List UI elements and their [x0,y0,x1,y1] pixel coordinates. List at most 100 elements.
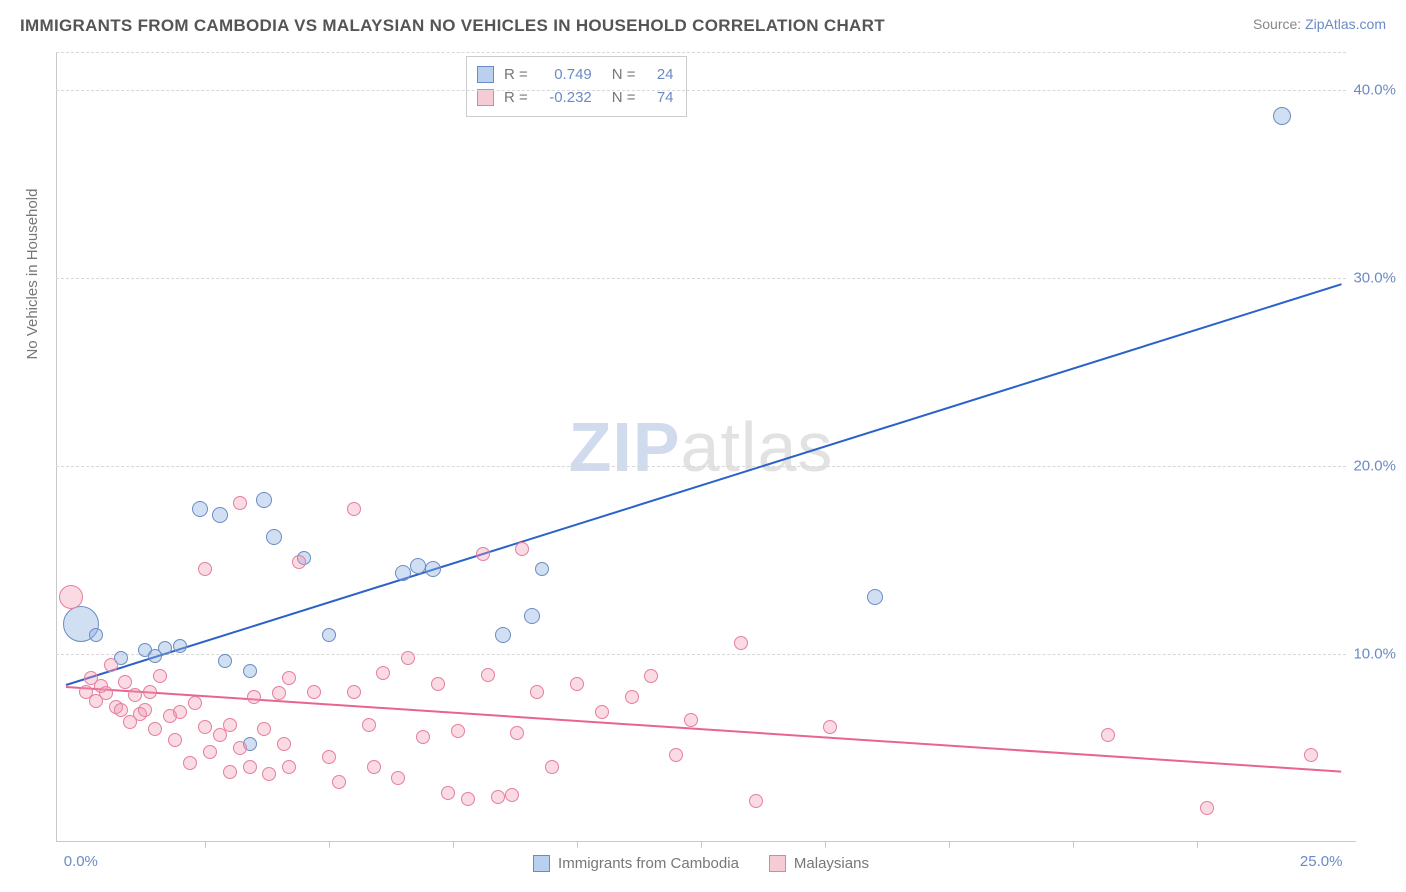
data-point-malaysians [203,745,217,759]
watermark-zip: ZIP [569,408,681,486]
data-point-malaysians [118,675,132,689]
data-point-malaysians [104,658,118,672]
data-point-malaysians [1304,748,1318,762]
data-point-malaysians [143,685,157,699]
page-title: IMMIGRANTS FROM CAMBODIA VS MALAYSIAN NO… [20,16,885,36]
legend-swatch [477,66,494,83]
data-point-malaysians [476,547,490,561]
x-tick-mark [205,842,206,848]
data-point-malaysians [233,496,247,510]
y-axis-line [56,52,57,842]
data-point-malaysians [282,760,296,774]
data-point-malaysians [481,668,495,682]
data-point-malaysians [188,696,202,710]
data-point-cambodia [535,562,549,576]
x-tick-mark [701,842,702,848]
source-prefix: Source: [1253,16,1305,32]
data-point-malaysians [401,651,415,665]
data-point-malaysians [461,792,475,806]
data-point-cambodia [524,608,540,624]
data-point-cambodia [173,639,187,653]
data-point-malaysians [247,690,261,704]
gridline-h [56,278,1346,279]
data-point-malaysians [669,748,683,762]
data-point-cambodia [266,529,282,545]
n-value: 24 [646,63,674,86]
legend-swatch [769,855,786,872]
data-point-malaysians [1101,728,1115,742]
legend-swatch [533,855,550,872]
data-point-cambodia [218,654,232,668]
y-tick-label: 40.0% [1350,81,1396,98]
x-tick-label: 25.0% [1300,853,1343,870]
data-point-malaysians [282,671,296,685]
data-point-cambodia [395,565,411,581]
data-point-malaysians [138,703,152,717]
data-point-cambodia [192,501,208,517]
legend-item: Immigrants from Cambodia [533,855,739,872]
data-point-malaysians [307,685,321,699]
watermark-atlas: atlas [681,408,834,486]
data-point-cambodia [495,627,511,643]
data-point-malaysians [684,713,698,727]
data-point-malaysians [347,685,361,699]
n-label: N = [612,63,636,86]
legend-stats-box: R =0.749N =24R =-0.232N =74 [466,56,687,117]
x-tick-mark [453,842,454,848]
source-link[interactable]: ZipAtlas.com [1305,16,1386,32]
data-point-malaysians [277,737,291,751]
data-point-malaysians [128,688,142,702]
data-point-malaysians [515,542,529,556]
data-point-malaysians [198,720,212,734]
data-point-malaysians [332,775,346,789]
data-point-malaysians [510,726,524,740]
data-point-cambodia [212,507,228,523]
data-point-malaysians [451,724,465,738]
data-point-malaysians [198,562,212,576]
r-label: R = [504,63,528,86]
data-point-malaysians [416,730,430,744]
legend-item: Malaysians [769,855,869,872]
y-tick-label: 10.0% [1350,645,1396,662]
source-attribution: Source: ZipAtlas.com [1253,16,1386,32]
legend-stats-row: R =0.749N =24 [477,63,674,86]
data-point-malaysians [168,733,182,747]
data-point-malaysians [1200,801,1214,815]
data-point-malaysians [347,502,361,516]
data-point-malaysians [391,771,405,785]
data-point-malaysians [223,718,237,732]
data-point-cambodia [158,641,172,655]
data-point-malaysians [431,677,445,691]
data-point-malaysians [292,555,306,569]
gridline-h [56,466,1346,467]
data-point-malaysians [441,786,455,800]
data-point-malaysians [262,767,276,781]
trend-line-cambodia [66,283,1342,686]
legend-label: Immigrants from Cambodia [558,855,739,872]
data-point-malaysians [322,750,336,764]
x-tick-mark [577,842,578,848]
y-axis-label: No Vehicles in Household [24,189,41,360]
legend-swatch [477,89,494,106]
y-tick-label: 30.0% [1350,269,1396,286]
data-point-malaysians [376,666,390,680]
data-point-cambodia [867,589,883,605]
scatter-plot: ZIPatlas R =0.749N =24R =-0.232N =74 Imm… [56,52,1346,842]
data-point-cambodia [243,664,257,678]
data-point-malaysians [505,788,519,802]
data-point-cambodia [425,561,441,577]
x-tick-mark [1073,842,1074,848]
data-point-malaysians [272,686,286,700]
data-point-cambodia [1273,107,1291,125]
data-point-cambodia [256,492,272,508]
data-point-malaysians [257,722,271,736]
gridline-h [56,52,1346,53]
data-point-cambodia [410,558,426,574]
legend-series: Immigrants from Cambodia Malaysians [56,855,1346,872]
x-tick-mark [949,842,950,848]
x-tick-mark [1197,842,1198,848]
data-point-malaysians [173,705,187,719]
data-point-malaysians [223,765,237,779]
data-point-malaysians [625,690,639,704]
x-axis-line [56,841,1356,842]
